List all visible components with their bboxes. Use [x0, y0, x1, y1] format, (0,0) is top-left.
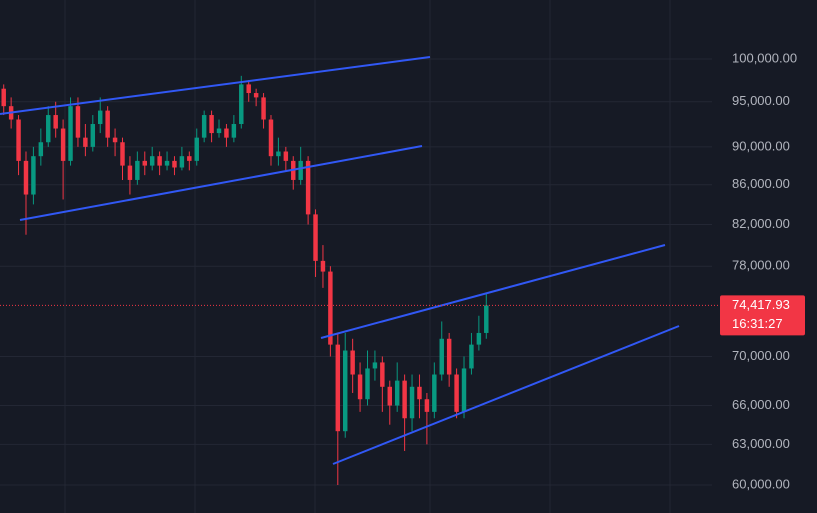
candle-body: [83, 137, 88, 147]
candle-body: [120, 142, 125, 166]
candle-body: [246, 84, 251, 94]
candle-body: [187, 156, 192, 161]
candle-body: [461, 368, 467, 412]
y-tick-label: 78,000.00: [732, 258, 790, 273]
y-tick-label: 63,000.00: [732, 436, 790, 451]
y-tick-label: 95,000.00: [732, 93, 790, 108]
candle-body: [98, 110, 103, 125]
candle-body: [469, 344, 474, 369]
candle-body: [16, 119, 21, 161]
candle-body: [439, 338, 444, 375]
candle-body: [149, 156, 155, 166]
candle-body: [90, 124, 96, 147]
candle-body: [276, 151, 281, 157]
candle-body: [417, 386, 422, 400]
candle-body: [239, 84, 244, 125]
candle-body: [38, 142, 44, 157]
candle-body: [60, 128, 66, 161]
candle-body: [335, 344, 341, 432]
candle-body: [305, 160, 311, 215]
candle-body: [484, 305, 489, 333]
candle-body: [387, 386, 392, 406]
candle-body: [253, 93, 259, 98]
trend-line: [320, 244, 666, 339]
candle-body: [476, 332, 482, 345]
candle-body: [201, 115, 207, 138]
candle-body: [343, 350, 348, 432]
candle-body: [216, 128, 222, 134]
candle-body: [298, 160, 303, 180]
candle-body: [268, 119, 274, 157]
trend-line: [19, 145, 423, 221]
candle-body: [112, 137, 118, 143]
candle-body: [23, 160, 29, 195]
candle-body: [424, 399, 430, 412]
candle-body: [313, 214, 318, 261]
candle-body: [194, 137, 199, 161]
y-tick-label: 60,000.00: [732, 476, 790, 491]
candle-body: [357, 374, 363, 400]
candle-body: [328, 271, 333, 345]
candle-body: [394, 380, 400, 406]
candle-body: [372, 362, 378, 369]
candle-body: [164, 160, 170, 166]
candle-body: [446, 338, 452, 375]
candle-body: [1, 88, 6, 107]
candle-body: [283, 151, 289, 161]
candle-body: [53, 115, 58, 129]
countdown-label: 16:31:27: [732, 316, 783, 331]
candle-body: [409, 386, 415, 419]
candle-body: [454, 374, 459, 412]
y-tick-label: 82,000.00: [732, 216, 790, 231]
candle-body: [31, 156, 36, 195]
candle-body: [127, 165, 133, 180]
candle-body: [380, 362, 385, 387]
trend-lines: [0, 56, 680, 465]
candle-body: [231, 124, 237, 138]
candle-body: [209, 115, 214, 134]
candle-body: [179, 156, 185, 168]
price-axis: 60,000.00 63,000.00 66,000.00 70,000.00 78,0…: [0, 50, 805, 491]
vertical-grid: [64, 0, 671, 513]
y-tick-label: 100,000.00: [732, 50, 797, 65]
grid: [0, 58, 712, 486]
trend-line: [0, 56, 431, 115]
candle-body: [142, 160, 147, 166]
candle-body: [320, 260, 326, 272]
candle-body: [365, 368, 370, 400]
y-tick-label: 66,000.00: [732, 397, 790, 412]
candle-body: [402, 380, 407, 419]
candle-body: [105, 110, 110, 138]
candle-body: [75, 106, 81, 138]
candle-body: [46, 115, 51, 143]
candle-body: [68, 106, 73, 161]
candle-body: [157, 156, 162, 166]
candle-body: [135, 160, 140, 180]
last-price-box: [720, 295, 805, 336]
y-tick-label: 86,000.00: [732, 176, 790, 191]
candles: [1, 75, 489, 486]
candle-body: [432, 374, 437, 412]
last-price-label: 74,417.93: [732, 297, 790, 312]
candle-body: [172, 160, 177, 168]
trend-line: [332, 325, 680, 465]
y-tick-label: 70,000.00: [732, 348, 790, 363]
candle-body: [261, 97, 266, 120]
y-tick-label: 90,000.00: [732, 138, 790, 153]
candle-body: [350, 350, 355, 375]
candle-body: [224, 128, 229, 138]
